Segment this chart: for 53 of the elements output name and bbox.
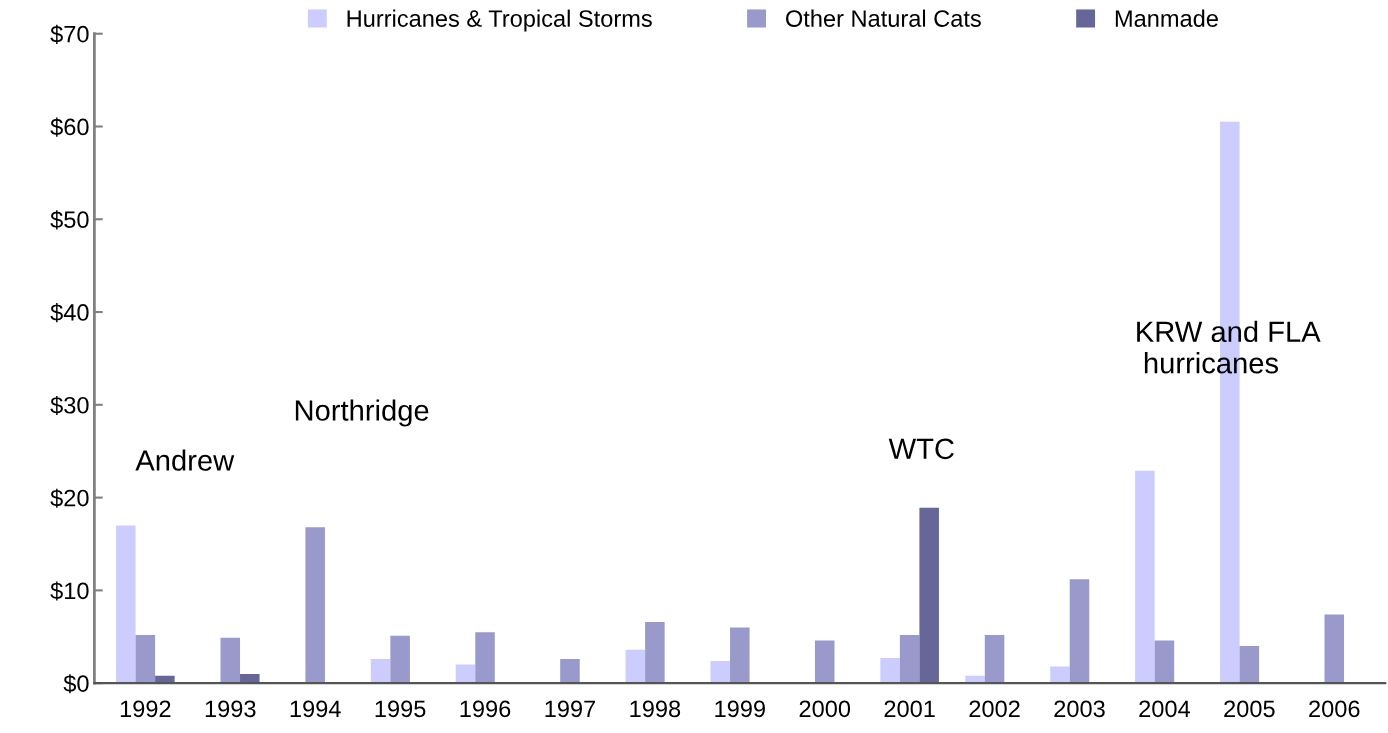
x-tick-label: 2001 bbox=[884, 700, 935, 718]
y-tick-label: $30 bbox=[50, 395, 89, 416]
bar bbox=[116, 525, 136, 684]
bar bbox=[1050, 666, 1070, 684]
x-tick-label: 1997 bbox=[545, 700, 596, 718]
y-tick-label: $50 bbox=[50, 210, 89, 230]
bar bbox=[1239, 646, 1260, 684]
annotation: WTC bbox=[888, 438, 954, 460]
x-tick-label: 2000 bbox=[799, 700, 851, 718]
y-tick-label: $0 bbox=[63, 674, 89, 694]
bar bbox=[370, 659, 391, 684]
annotation: Andrew bbox=[135, 449, 235, 471]
x-tick-label: 1992 bbox=[120, 700, 171, 718]
annotation: KRW and FLA hurricanes bbox=[1137, 320, 1321, 374]
legend-label: Hurricanes & Tropical Storms bbox=[347, 9, 652, 32]
bar bbox=[899, 634, 920, 684]
bar bbox=[305, 527, 325, 684]
x-tick-label: 1996 bbox=[460, 700, 511, 718]
bar bbox=[475, 632, 495, 684]
bar bbox=[1154, 640, 1175, 684]
bar bbox=[1069, 579, 1090, 684]
bar bbox=[220, 637, 241, 684]
y-tick-label: $40 bbox=[50, 303, 89, 323]
bar bbox=[1324, 614, 1345, 684]
bar bbox=[625, 649, 646, 684]
bar bbox=[710, 660, 731, 684]
x-tick-label: 1993 bbox=[205, 700, 256, 718]
bar bbox=[814, 640, 835, 684]
bar bbox=[560, 659, 580, 684]
bar bbox=[880, 658, 900, 684]
annotation: Northridge bbox=[295, 399, 429, 427]
bar bbox=[390, 635, 410, 684]
x-tick-label: 2004 bbox=[1139, 700, 1190, 718]
bar bbox=[645, 621, 665, 684]
x-tick-label: 1998 bbox=[630, 700, 681, 718]
y-tick-label: $70 bbox=[50, 24, 89, 44]
y-tick-label: $10 bbox=[50, 581, 89, 601]
bar bbox=[984, 634, 1005, 684]
legend-label: Other Natural Cats bbox=[786, 9, 981, 27]
bar bbox=[919, 507, 939, 684]
bar bbox=[730, 627, 750, 684]
y-tick-label: $60 bbox=[50, 117, 89, 137]
x-tick-label: 1999 bbox=[715, 700, 765, 718]
x-tick-label: 2006 bbox=[1309, 700, 1360, 718]
x-tick-label: 2005 bbox=[1224, 700, 1275, 718]
x-tick-label: 1994 bbox=[290, 700, 341, 718]
x-tick-label: 2002 bbox=[969, 700, 1020, 718]
x-tick-label: 2003 bbox=[1054, 700, 1105, 718]
bar bbox=[1135, 470, 1155, 684]
x-tick-label: 1995 bbox=[375, 700, 426, 718]
bar bbox=[135, 634, 156, 684]
y-tick-label: $20 bbox=[50, 488, 89, 508]
legend-label: Manmade bbox=[1115, 9, 1218, 27]
